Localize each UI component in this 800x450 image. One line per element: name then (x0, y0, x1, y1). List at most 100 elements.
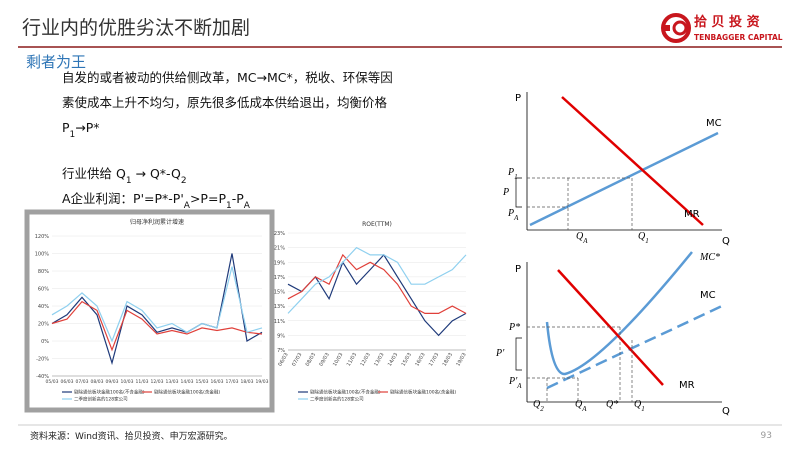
x-tick-label: 12/03 (151, 379, 164, 385)
diagram-label: MC* (699, 252, 720, 263)
chart-title: 归母净利润累计增速 (130, 218, 184, 226)
diagram-label: Q (722, 406, 730, 417)
diagram-label: P (515, 264, 521, 275)
legend-label: 剔除通信板块金融100名(不含金融) (74, 389, 145, 396)
diagram-label: MC (700, 290, 716, 301)
body-line: A企业利润：P'=P*-P'A>P=P1-PA (62, 191, 251, 211)
slide-title: 行业内的优胜劣汰不断加剧 (22, 17, 250, 39)
diagram-label-main: Q (634, 399, 642, 410)
x-tick-label: 11/03 (136, 379, 149, 385)
diagram-label: P'A (508, 376, 522, 390)
legend-label: 剔除通信板块金融100名(不含金融) (310, 389, 381, 396)
bracket (515, 337, 522, 371)
diagram-label-sub: A (582, 237, 588, 245)
body-sub: 2 (181, 176, 187, 186)
diagram-label: PA (507, 208, 519, 222)
y-tick-label: 19% (274, 260, 285, 266)
y-tick-label: 7% (277, 348, 285, 354)
diagram-label-main: P' (508, 376, 518, 387)
diagram-label: P (502, 187, 509, 198)
x-tick-label: 10/03 (121, 379, 134, 385)
y-tick-label: 20% (38, 322, 49, 328)
y-tick-label: 100% (35, 252, 50, 258)
chart-title: ROE(TTM) (362, 221, 392, 228)
logo-en: TENBAGGER CAPITAL (694, 33, 783, 42)
body-line: 自发的或者被动的供给侧改革，MC→MC*，税收、环保等因 (62, 70, 393, 85)
body-text: 行业供给 Q (62, 166, 126, 181)
mr-curve (557, 269, 664, 386)
x-tick-label: 15/03 (196, 379, 209, 385)
mc-star-curve (545, 251, 693, 376)
body-sub: 1 (226, 201, 232, 211)
series-line (287, 253, 467, 337)
mr-curve (561, 96, 704, 226)
legend-label: 剔除通信板块金融100名(含金融) (390, 389, 456, 396)
series-line (287, 246, 467, 314)
diagram-label: P' (495, 348, 505, 359)
x-tick-label: 06/03 (61, 379, 74, 385)
y-tick-label: 80% (38, 269, 49, 275)
diagram-label: Q1 (634, 399, 645, 413)
body-line: 行业供给 Q1 → Q*-Q2 (62, 166, 187, 186)
body-text: 素使成本上升不均匀，原先很多低成本供给退出，均衡价格 (62, 95, 388, 110)
diagram-label-main: P (507, 208, 514, 219)
body-text: -P (232, 191, 245, 206)
diagram-label-sub: 1 (645, 237, 649, 245)
mc-curve (546, 304, 723, 390)
x-tick-label: 18/03 (241, 379, 254, 385)
diagram-label: P1 (507, 167, 518, 181)
x-tick-label: 05/03 (46, 379, 59, 385)
legend-label: 二季度创新高的128家公司 (74, 396, 128, 403)
y-tick-label: 21% (274, 246, 285, 252)
x-tick-label: 19/03 (256, 379, 269, 385)
subtitle: 剩者为王 (26, 53, 86, 71)
page-number: 93 (761, 431, 772, 441)
body-text: → Q*-Q (132, 166, 181, 181)
diagram-label-main: Q (576, 231, 584, 242)
diagram-label-main: Q (575, 399, 583, 410)
y-tick-label: 15% (274, 290, 285, 296)
diagram-label-sub: A (516, 382, 522, 390)
diagram-label: Q1 (638, 231, 649, 245)
y-tick-label: 13% (274, 304, 285, 310)
diagram-label-main: Q (638, 231, 646, 242)
diagram-label: P (515, 93, 521, 104)
diagram-label: Q2 (533, 399, 544, 413)
chart-frame (24, 209, 275, 413)
diagram-label-sub: 2 (540, 405, 544, 413)
y-tick-label: 17% (274, 275, 285, 281)
body-sub: A (184, 201, 191, 211)
diagram-label: MR (684, 209, 700, 220)
logo-cn: 拾 贝 投 资 (694, 14, 760, 30)
diagram-label: MR (679, 380, 695, 391)
y-tick-label: -20% (36, 357, 49, 363)
x-tick-label: 08/03 (91, 379, 104, 385)
y-tick-label: 120% (35, 234, 50, 240)
mc-curve (529, 131, 719, 227)
diagram-label: MC (706, 118, 722, 129)
x-tick-label: 07/03 (76, 379, 89, 385)
body-sub: 1 (126, 176, 132, 186)
body-sub: 1 (70, 130, 76, 140)
diagram-label: P* (508, 322, 520, 333)
logo (661, 13, 691, 43)
y-tick-label: 23% (274, 231, 285, 237)
diagram-label-sub: 1 (641, 405, 645, 413)
diagram-label: Q (722, 236, 730, 247)
diagram-label-sub: 1 (514, 173, 518, 181)
body-text: A企业利润：P'=P*-P' (62, 191, 184, 206)
y-tick-label: 0% (41, 339, 49, 345)
x-tick-label: 09/03 (106, 379, 119, 385)
body-text: 自发的或者被动的供给侧改革，MC→MC*，税收、环保等因 (62, 70, 393, 85)
y-tick-label: 9% (277, 333, 285, 339)
legend-label: 二季度创新高的128家公司 (310, 396, 364, 403)
body-line: 素使成本上升不均匀，原先很多低成本供给退出，均衡价格 (62, 95, 388, 110)
series-line (51, 253, 263, 366)
y-tick-label: 60% (38, 287, 49, 293)
diagram-label-sub: A (581, 405, 587, 413)
bracket (515, 177, 522, 208)
x-tick-label: 14/03 (181, 379, 194, 385)
body-text: >P=P (190, 191, 226, 206)
